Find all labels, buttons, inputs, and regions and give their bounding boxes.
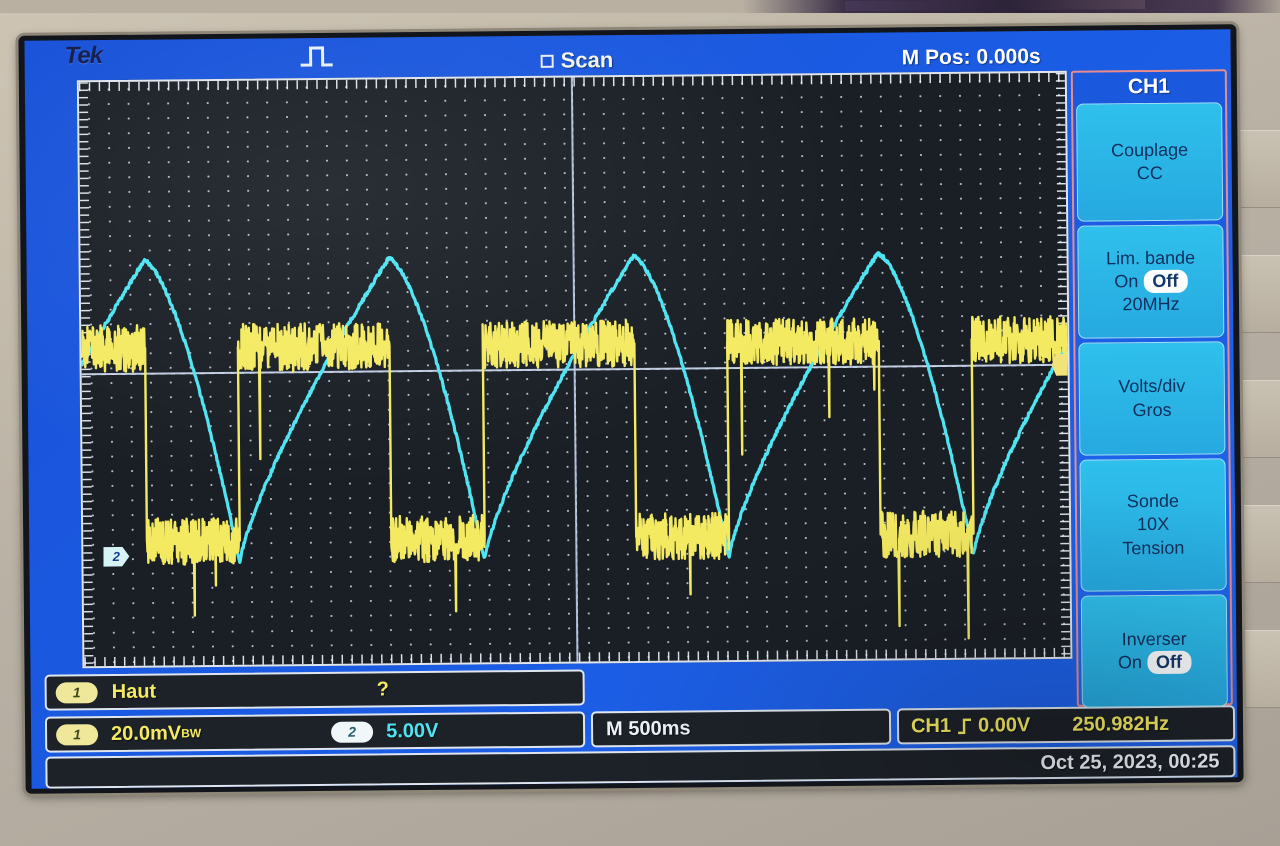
- menu-item-sonde[interactable]: Sonde 10X Tension: [1079, 458, 1227, 592]
- limite-bande-on-option[interactable]: On: [1114, 271, 1139, 292]
- menu-item-inverser-label: Inverser: [1121, 628, 1187, 650]
- menu-item-volts-div[interactable]: Volts/div Gros: [1078, 341, 1226, 456]
- menu-item-couplage[interactable]: Couplage CC: [1076, 102, 1224, 222]
- graticule-display-area[interactable]: 2: [76, 70, 1073, 669]
- menu-item-sonde-label: Sonde: [1126, 491, 1180, 512]
- ch1-volts-per-div: 20.0mV: [110, 721, 182, 745]
- timebase-label: M 500ms: [605, 716, 691, 740]
- side-menu-ch1: CH1 Couplage CC Lim. bande On Off 20MHz …: [1070, 69, 1233, 708]
- scan-mode-indicator: Scan: [540, 47, 614, 74]
- side-menu-title: CH1: [1127, 74, 1171, 99]
- menu-item-limite-bande-label: Lim. bande: [1105, 247, 1196, 269]
- menu-item-limite-bande-toggle[interactable]: On Off: [1114, 269, 1188, 294]
- graticule-inner: 2: [78, 72, 1071, 667]
- trigger-source: CH1: [910, 714, 952, 737]
- inverser-off-option-selected[interactable]: Off: [1146, 650, 1192, 675]
- menu-item-inverser[interactable]: Inverser On Off: [1080, 594, 1228, 708]
- pulse-waveform-icon: [300, 46, 333, 67]
- menu-item-limite-bande[interactable]: Lim. bande On Off 20MHz: [1077, 224, 1225, 339]
- menu-item-sonde-ratio: 10X: [1137, 514, 1170, 535]
- ch2-badge[interactable]: 2: [331, 720, 374, 743]
- ch2-volts-per-div: 5.00V: [386, 719, 439, 742]
- datetime-bar: Oct 25, 2023, 00:25: [45, 745, 1236, 789]
- menu-item-inverser-toggle[interactable]: On Off: [1117, 650, 1192, 675]
- tek-logo: Tek: [64, 42, 103, 70]
- inverser-on-option[interactable]: On: [1117, 652, 1143, 673]
- channel-scale-bar[interactable]: 1 20.0mV BW 2 5.00V: [44, 711, 586, 753]
- timebase-bar[interactable]: M 500ms: [590, 708, 892, 748]
- stop-square-icon: [540, 54, 554, 68]
- scan-mode-label: Scan: [560, 47, 614, 73]
- measurement-bar[interactable]: 1 Haut ?: [44, 669, 585, 711]
- lcd-screen-bezel: Tek Scan M Pos: 0.000s: [18, 24, 1244, 794]
- waveform-traces: [79, 73, 1071, 666]
- trigger-level: 0.00V: [977, 713, 1031, 737]
- measurement-value: ?: [376, 677, 389, 700]
- horizontal-position-readout: M Pos: 0.000s: [901, 45, 1041, 70]
- ch1-bandwidth-flag: BW: [181, 726, 202, 741]
- menu-item-volts-div-label: Volts/div: [1118, 376, 1186, 397]
- menu-item-volts-div-value: Gros: [1132, 399, 1172, 420]
- rising-edge-icon: [958, 718, 972, 734]
- menu-item-limite-bande-freq: 20MHz: [1122, 293, 1180, 315]
- limite-bande-off-option-selected[interactable]: Off: [1143, 269, 1188, 294]
- menu-item-couplage-value: CC: [1136, 162, 1163, 184]
- lcd-screen: Tek Scan M Pos: 0.000s: [24, 29, 1238, 789]
- measurement-channel-badge: 1: [55, 681, 98, 704]
- ch1-waveform-trace: [81, 316, 1070, 647]
- trigger-bar[interactable]: CH1 0.00V 250.982Hz: [896, 705, 1236, 745]
- ch1-badge[interactable]: 1: [55, 723, 99, 746]
- trigger-frequency: 250.982Hz: [1072, 712, 1170, 736]
- top-status-bar: Tek Scan M Pos: 0.000s: [24, 29, 1230, 83]
- menu-item-sonde-type: Tension: [1122, 537, 1185, 558]
- measurement-label: Haut: [111, 680, 157, 703]
- datetime-readout: Oct 25, 2023, 00:25: [1040, 749, 1220, 774]
- menu-item-couplage-label: Couplage: [1110, 139, 1189, 161]
